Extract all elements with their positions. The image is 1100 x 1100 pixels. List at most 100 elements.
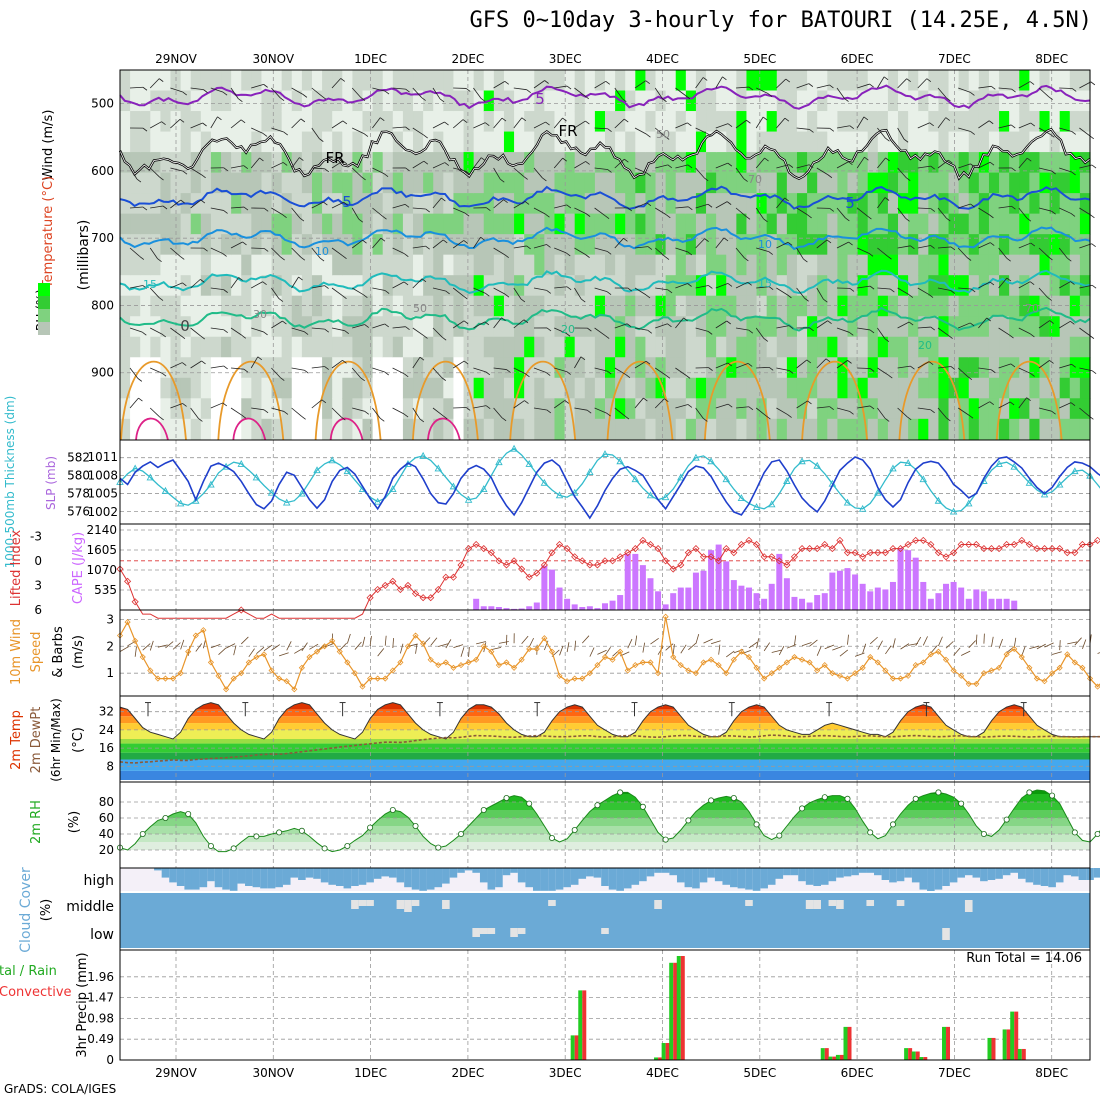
wind-speed-marker <box>223 686 230 693</box>
rh-cell <box>776 377 788 399</box>
rh-cell <box>827 172 838 194</box>
rh-cell <box>756 213 768 235</box>
rh-cell <box>433 357 444 379</box>
wind-barb-flag <box>243 165 249 169</box>
rh-cell <box>837 152 849 174</box>
rh-cell <box>1079 295 1091 317</box>
wind-barb-flag <box>707 203 713 208</box>
wind-barb <box>735 167 744 179</box>
wind-barb <box>574 407 588 411</box>
rh-cell <box>958 234 970 256</box>
wind-barb-flag <box>324 285 329 289</box>
cloud-high-bar <box>745 868 753 890</box>
rh-cell <box>231 275 242 297</box>
rh-cell <box>716 316 727 338</box>
wind-barb <box>170 247 181 257</box>
wind-barb-flag <box>606 370 612 375</box>
lifted-index-marker <box>578 557 586 565</box>
rh-cell <box>564 172 576 194</box>
rh-marker <box>617 789 624 796</box>
rh-cell <box>493 213 505 235</box>
precip-axis-label: 3hr Precip (mm) <box>75 952 90 1057</box>
cloud-high-bar <box>722 868 731 885</box>
wind-barb <box>796 83 809 89</box>
wind-barb <box>877 197 886 209</box>
rh-cell <box>1019 234 1030 256</box>
rh-cell <box>382 70 394 92</box>
surface-wind-barb <box>324 643 335 648</box>
cloud-gap-bar <box>510 928 518 937</box>
rh-cell <box>322 90 333 112</box>
rh-band <box>120 842 1090 850</box>
wind-barb-flag <box>645 80 650 84</box>
rh-cell <box>473 131 485 153</box>
wind-barb-flag <box>564 400 570 404</box>
wind-barb-flag <box>883 76 889 81</box>
rh-cell <box>978 398 990 420</box>
rh-cell <box>423 213 434 235</box>
wind-barb-flag <box>1091 164 1097 169</box>
rh-cell <box>766 418 778 440</box>
rh-cell <box>554 398 566 420</box>
wind-barb <box>857 83 870 89</box>
rh-cell <box>544 275 556 297</box>
cloud-high-bar <box>373 868 382 879</box>
wind-barb-flag <box>722 76 727 81</box>
rh-cell <box>574 336 586 358</box>
rh-cell <box>463 213 475 235</box>
surface-wind-barb <box>975 634 978 645</box>
wind-barb-flag <box>948 159 953 164</box>
surface-wind-barb <box>627 638 633 649</box>
thickness-marker <box>146 473 155 481</box>
rh-cell <box>160 254 172 276</box>
cloud-high-bar <box>184 868 193 890</box>
wind-barb-flag <box>727 162 733 167</box>
cloud-high-bar <box>389 868 397 878</box>
bottom-date-label: 5DEC <box>743 1066 776 1080</box>
wind-barb-flag <box>763 218 768 223</box>
rh-cell <box>877 295 889 317</box>
wind-barb <box>210 87 224 93</box>
wind-barb <box>412 356 421 369</box>
rh-cell <box>605 316 616 338</box>
surface-wind-barb <box>710 640 721 645</box>
contour-label: FR <box>325 149 344 167</box>
contour-label: 70 <box>1025 302 1039 315</box>
lifted-cape-panel <box>116 524 1100 619</box>
rh-cell <box>160 316 172 338</box>
rh-cell <box>908 418 919 440</box>
wind-barb-flag <box>844 98 849 102</box>
rh-cell <box>1039 234 1051 256</box>
rh-cell <box>301 275 313 297</box>
wind-barb-flag <box>905 217 910 222</box>
wind-barb <box>634 80 646 89</box>
rh-cell <box>736 316 748 338</box>
contour-label: 70 <box>748 173 762 186</box>
wind-barb <box>150 121 162 129</box>
rh-cell <box>675 336 687 358</box>
cloud-high-bar <box>714 868 723 882</box>
thickness-marker <box>1010 462 1018 470</box>
cloud-gap-bar <box>866 900 875 906</box>
cloud-high-bar <box>964 868 973 876</box>
wind-barb <box>331 359 343 369</box>
rh-cell <box>392 213 404 235</box>
wind-barb <box>311 167 325 170</box>
rh-cell <box>281 357 293 379</box>
rh-cell <box>483 234 495 256</box>
wind-barb-flag <box>423 335 428 339</box>
wind-speed-marker <box>313 648 321 655</box>
lifted-index-marker <box>859 553 867 561</box>
rh-key-swatch <box>38 296 50 309</box>
rh-cell <box>817 316 828 338</box>
rh-cell <box>311 398 323 420</box>
rh-cell <box>1059 275 1071 297</box>
thickness-tick-label: 582 <box>67 451 90 465</box>
cloud-high-bar <box>464 868 473 871</box>
wind-barb-flag <box>667 289 673 294</box>
rh-cell <box>493 398 505 420</box>
rh-cell <box>877 275 889 297</box>
precip-total-bar <box>676 956 681 1060</box>
wind-barb-flag <box>283 411 289 415</box>
wind-barb <box>452 320 465 329</box>
